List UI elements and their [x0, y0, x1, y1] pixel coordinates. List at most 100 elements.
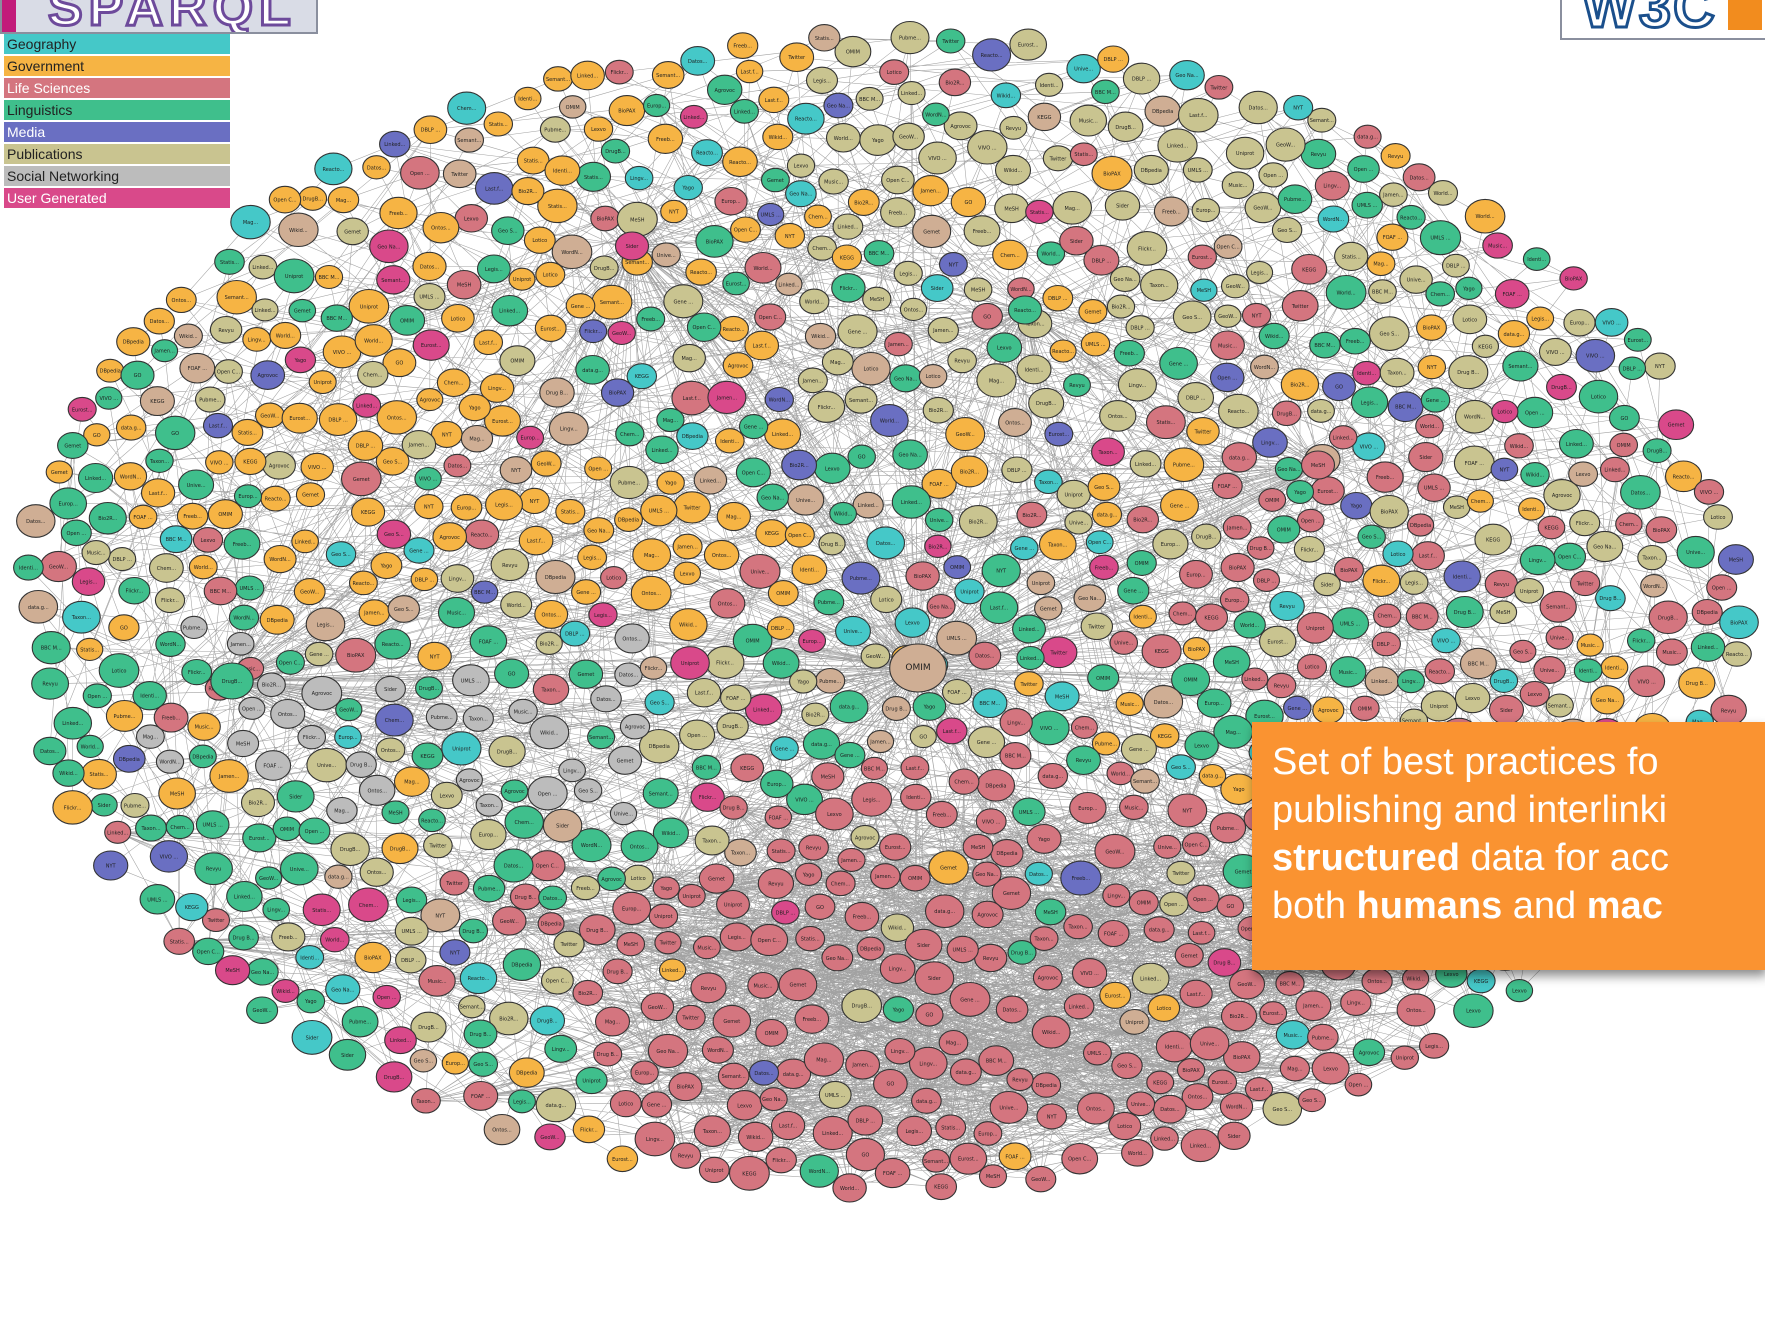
- dataset-node-circle: [1314, 170, 1350, 201]
- dataset-node-label: Mag...: [605, 1020, 621, 1026]
- dataset-node-circle: [812, 1115, 853, 1151]
- dataset-node-label: Semant...: [1310, 118, 1334, 124]
- dataset-node: Statis...: [795, 925, 826, 952]
- dataset-node-circle: [706, 74, 743, 105]
- dataset-node-label: Mag...: [830, 360, 846, 366]
- dataset-node-circle: [1405, 602, 1439, 631]
- dataset-node: Wikid...: [829, 501, 857, 526]
- dataset-node-circle: [1307, 398, 1335, 423]
- dataset-node: Reacto...: [1424, 658, 1456, 685]
- dataset-node-label: DBLP ...: [401, 958, 421, 964]
- dataset-node-label: GeoW...: [49, 565, 69, 571]
- dataset-node: Mag...: [1213, 714, 1254, 749]
- dataset-node: Jamen...: [1379, 182, 1408, 207]
- dataset-node-label: Flickr...: [1632, 639, 1650, 645]
- dataset-node-label: Uniprot: [724, 902, 742, 908]
- dataset-node-circle: [1073, 584, 1107, 613]
- dataset-node: Geo Na...: [1169, 60, 1205, 91]
- dataset-node: WordN...: [551, 234, 593, 270]
- dataset-node-label: Legis...: [513, 1099, 531, 1105]
- dataset-node-label: OMIM: [1096, 676, 1110, 682]
- dataset-node: Ontos...: [1076, 1092, 1115, 1125]
- dataset-node-label: Taxon...: [1642, 556, 1663, 562]
- dataset-node-label: BBC M...: [864, 766, 885, 772]
- dataset-node: DBpedia: [1031, 1072, 1062, 1098]
- dataset-node: KEGG: [1291, 253, 1328, 285]
- dataset-node: FOAF ...: [720, 684, 752, 712]
- dataset-node-circle: [767, 580, 799, 607]
- dataset-node-circle: [831, 273, 866, 303]
- dataset-node-label: Music...: [824, 180, 843, 186]
- dataset-node-label: UMLS ...: [147, 897, 168, 903]
- dataset-node-circle: [949, 1058, 982, 1086]
- dataset-node: Europ...: [49, 487, 88, 520]
- dataset-node-circle: [967, 726, 1006, 759]
- dataset-node: Lingv...: [262, 897, 291, 922]
- dataset-node: World...: [870, 404, 909, 437]
- dataset-node: Flickr...: [118, 576, 151, 605]
- dataset-node-label: Last.f...: [479, 340, 498, 346]
- dataset-node: Datos...: [1402, 163, 1436, 192]
- dataset-node-circle: [1526, 306, 1555, 331]
- dataset-node-circle: [899, 297, 928, 322]
- dataset-node-circle: [1211, 472, 1243, 500]
- dataset-node: Bio2R...: [924, 534, 952, 558]
- dataset-node-circle: [739, 553, 781, 589]
- dataset-node-circle: [163, 927, 196, 955]
- dataset-node-label: Drug B...: [1454, 610, 1476, 616]
- dataset-node-label: VIVO ...: [160, 854, 179, 860]
- dataset-node-circle: [537, 912, 565, 936]
- dataset-node-circle: [744, 251, 782, 284]
- dataset-node-circle: [572, 1115, 606, 1144]
- dataset-node-label: Yago: [681, 186, 694, 192]
- dataset-node-circle: [132, 681, 167, 711]
- dataset-node-circle: [642, 777, 679, 809]
- dataset-node: Freeb...: [1366, 461, 1404, 493]
- dataset-node: MeSH: [994, 193, 1030, 224]
- dataset-node-label: Open ...: [1525, 411, 1545, 417]
- dataset-node-circle: [950, 455, 989, 488]
- dataset-node: Mag...: [594, 1006, 631, 1037]
- dataset-node: OMIM: [207, 499, 243, 530]
- dataset-node-circle: [799, 288, 830, 315]
- dataset-node-label: Pubme...: [544, 128, 566, 134]
- dataset-node-label: Gene ...: [1170, 503, 1190, 509]
- dataset-node-circle: [636, 306, 666, 332]
- dataset-node-label: Pubme...: [1095, 741, 1117, 747]
- dataset-node-circle: [1402, 163, 1436, 192]
- dataset-node: Freeb...: [880, 197, 916, 228]
- dataset-node: Chem...: [447, 91, 487, 125]
- dataset-node-label: Europ...: [802, 639, 822, 645]
- dataset-node-circle: [1070, 715, 1098, 739]
- dataset-node-label: Taxon...: [702, 1129, 723, 1135]
- dataset-node: Freeb...: [1060, 860, 1102, 896]
- dataset-node-circle: [909, 725, 937, 749]
- dataset-node-label: Pubme...: [818, 600, 840, 606]
- dataset-node-label: GO: [861, 1153, 869, 1159]
- dataset-node: Mag...: [393, 766, 430, 797]
- dataset-node-label: data.g...: [934, 909, 955, 915]
- dataset-node-label: Legis...: [813, 78, 831, 84]
- dataset-node: OMIM: [755, 1018, 788, 1047]
- dataset-node: Agrovoc: [706, 74, 743, 105]
- dataset-node-circle: [616, 931, 646, 957]
- dataset-node-label: Yago: [664, 481, 677, 487]
- dataset-node-label: MeSH: [1496, 610, 1511, 616]
- dataset-node-label: Revyu: [1274, 684, 1289, 690]
- dataset-node: Datos...: [1143, 685, 1184, 719]
- dataset-node-circle: [832, 1173, 867, 1203]
- dataset-node: OMIM: [834, 35, 872, 68]
- dataset-node-label: Bio2R...: [790, 463, 810, 469]
- dataset-node: Reacto...: [787, 102, 825, 135]
- dataset-node: Bio2R...: [1126, 505, 1160, 534]
- dataset-node-circle: [912, 692, 947, 721]
- dataset-node-label: Lexvo: [1444, 972, 1459, 978]
- dataset-node-label: MeSH: [1197, 288, 1212, 294]
- dataset-node: Open ...: [1159, 891, 1189, 917]
- dataset-node-label: Last.f...: [527, 539, 546, 545]
- dataset-node-circle: [534, 314, 567, 342]
- dataset-node: DBpedia: [188, 744, 217, 769]
- dataset-node: Eurost...: [1207, 1069, 1238, 1095]
- dataset-node: Unive...: [989, 1090, 1029, 1124]
- dataset-node: Unive...: [1153, 834, 1182, 859]
